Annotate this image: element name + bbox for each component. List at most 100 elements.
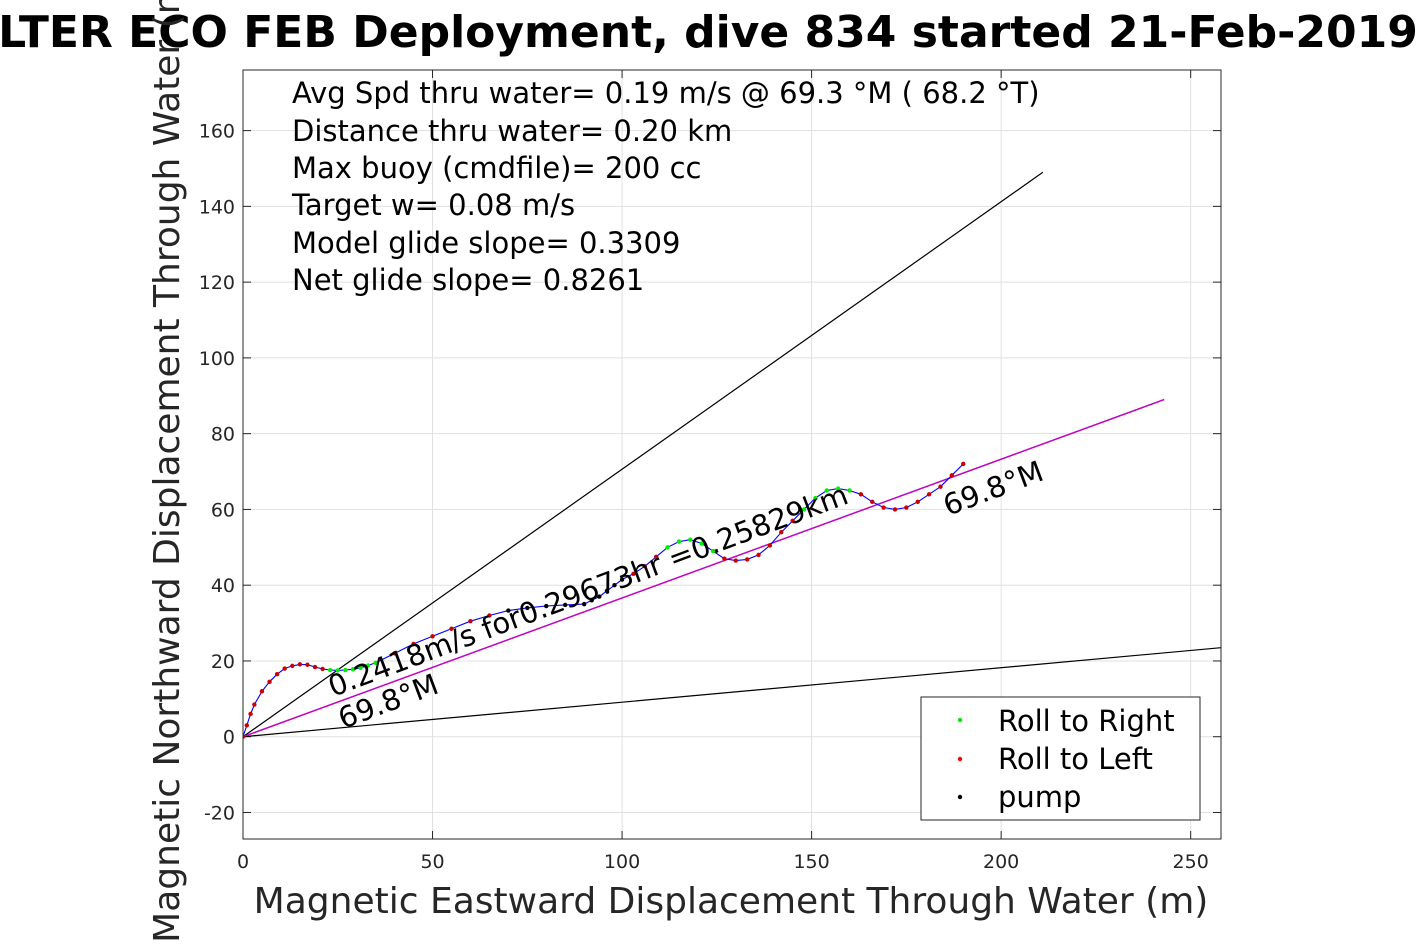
legend-marker-roll-right [957,717,963,723]
track-point [870,499,875,505]
x-tick-label: 150 [793,851,829,873]
track-point [597,594,602,599]
y-tick-label: 160 [199,121,235,143]
heading-line-69-8 [243,398,1165,738]
track-point [544,603,549,609]
track-markers [243,461,966,739]
track-point [733,558,738,563]
x-tick-label: 0 [237,851,249,873]
track-point [411,641,416,647]
info-text: Avg Spd thru water= 0.19 m/s @ 69.3 °M (… [291,76,1040,297]
track-point [824,488,829,493]
track-point [297,662,303,667]
track-point [365,663,371,668]
track-point [581,601,587,607]
track-point [248,711,253,717]
track-point [801,507,807,512]
track-point [642,564,648,569]
track-point [847,488,852,493]
track-point [525,605,530,611]
track-point [506,608,511,613]
track-point [343,667,348,673]
x-tick-label: 200 [983,851,1019,873]
track-point [881,505,886,510]
y-axis-ticks: -20 0 20 40 60 80 100 120 140 160 [199,121,1221,824]
y-axis-label: Magnetic Northward Displacement Through … [147,0,188,943]
legend-marker-roll-left [957,756,963,762]
track-point [487,613,492,618]
track-point [274,672,280,677]
y-tick-label: 20 [211,651,235,673]
track-point [926,492,932,497]
track-point [631,571,636,577]
track-point [756,552,761,558]
track-point [665,545,670,550]
reference-line [243,647,1221,738]
track-point [282,666,287,671]
track-point [244,723,249,728]
track-point [949,473,955,478]
info-line-max-buoy: Max buoy (cmdfile)= 200 cc [292,151,701,185]
track-point [252,702,257,707]
track-point [779,529,784,535]
track-point [604,588,610,594]
track-point [767,543,773,548]
y-tick-label: 60 [211,499,235,521]
track-point [267,679,272,684]
legend-box [920,696,1201,821]
track-point [744,557,750,562]
y-tick-label: 100 [199,348,235,370]
track-point [961,461,966,467]
track-point [858,492,864,497]
track-point [612,582,617,588]
track-point [688,537,693,542]
plot-frame [242,69,1222,840]
y-tick-label: -20 [204,802,235,824]
heading-line [243,398,1165,738]
track-point [392,651,397,656]
track-point [290,663,295,669]
x-axis-label: Magnetic Eastward Displacement Through W… [254,881,1209,922]
x-tick-label: 250 [1173,851,1209,873]
legend-label-roll-left: Roll to Left [998,742,1153,776]
track-point [813,495,818,501]
track-point [430,634,435,639]
chart-title: LTER ECO FEB Deployment, dive 834 starte… [0,7,1417,58]
track-point [350,667,356,672]
x-tick-label: 100 [604,851,640,873]
track-point [938,484,943,489]
track-point [373,660,378,666]
legend: Roll to Right Roll to Left pump [920,696,1201,821]
info-line-target-w: Target w= 0.08 m/s [291,188,575,222]
y-tick-label: 140 [199,196,235,218]
track-point [915,499,920,505]
track-point [243,734,246,739]
track-point [722,556,727,561]
track-point [653,554,659,559]
track-point [904,505,909,510]
track-point [589,598,594,603]
track-point [892,507,898,512]
track-point [320,666,325,672]
track-point [259,689,265,694]
y-tick-label: 0 [223,727,235,749]
legend-label-roll-right: Roll to Right [998,704,1175,738]
info-line-model-glide: Model glide slope= 0.3309 [292,226,680,260]
track-point [790,518,795,523]
track-point [327,667,333,673]
info-line-distance: Distance thru water= 0.20 km [292,114,732,148]
track-point [835,486,841,491]
legend-marker-pump [957,794,963,800]
x-tick-label: 50 [420,851,444,873]
track-point [335,668,340,673]
legend-label-pump: pump [998,780,1081,814]
track-point [563,602,568,608]
track-point [699,541,704,546]
track-point [312,664,318,670]
track-point [619,577,625,582]
y-tick-label: 120 [199,272,235,294]
track-point [468,618,473,624]
info-line-net-glide: Net glide slope= 0.8261 [292,263,644,297]
y-tick-label: 40 [211,575,235,597]
